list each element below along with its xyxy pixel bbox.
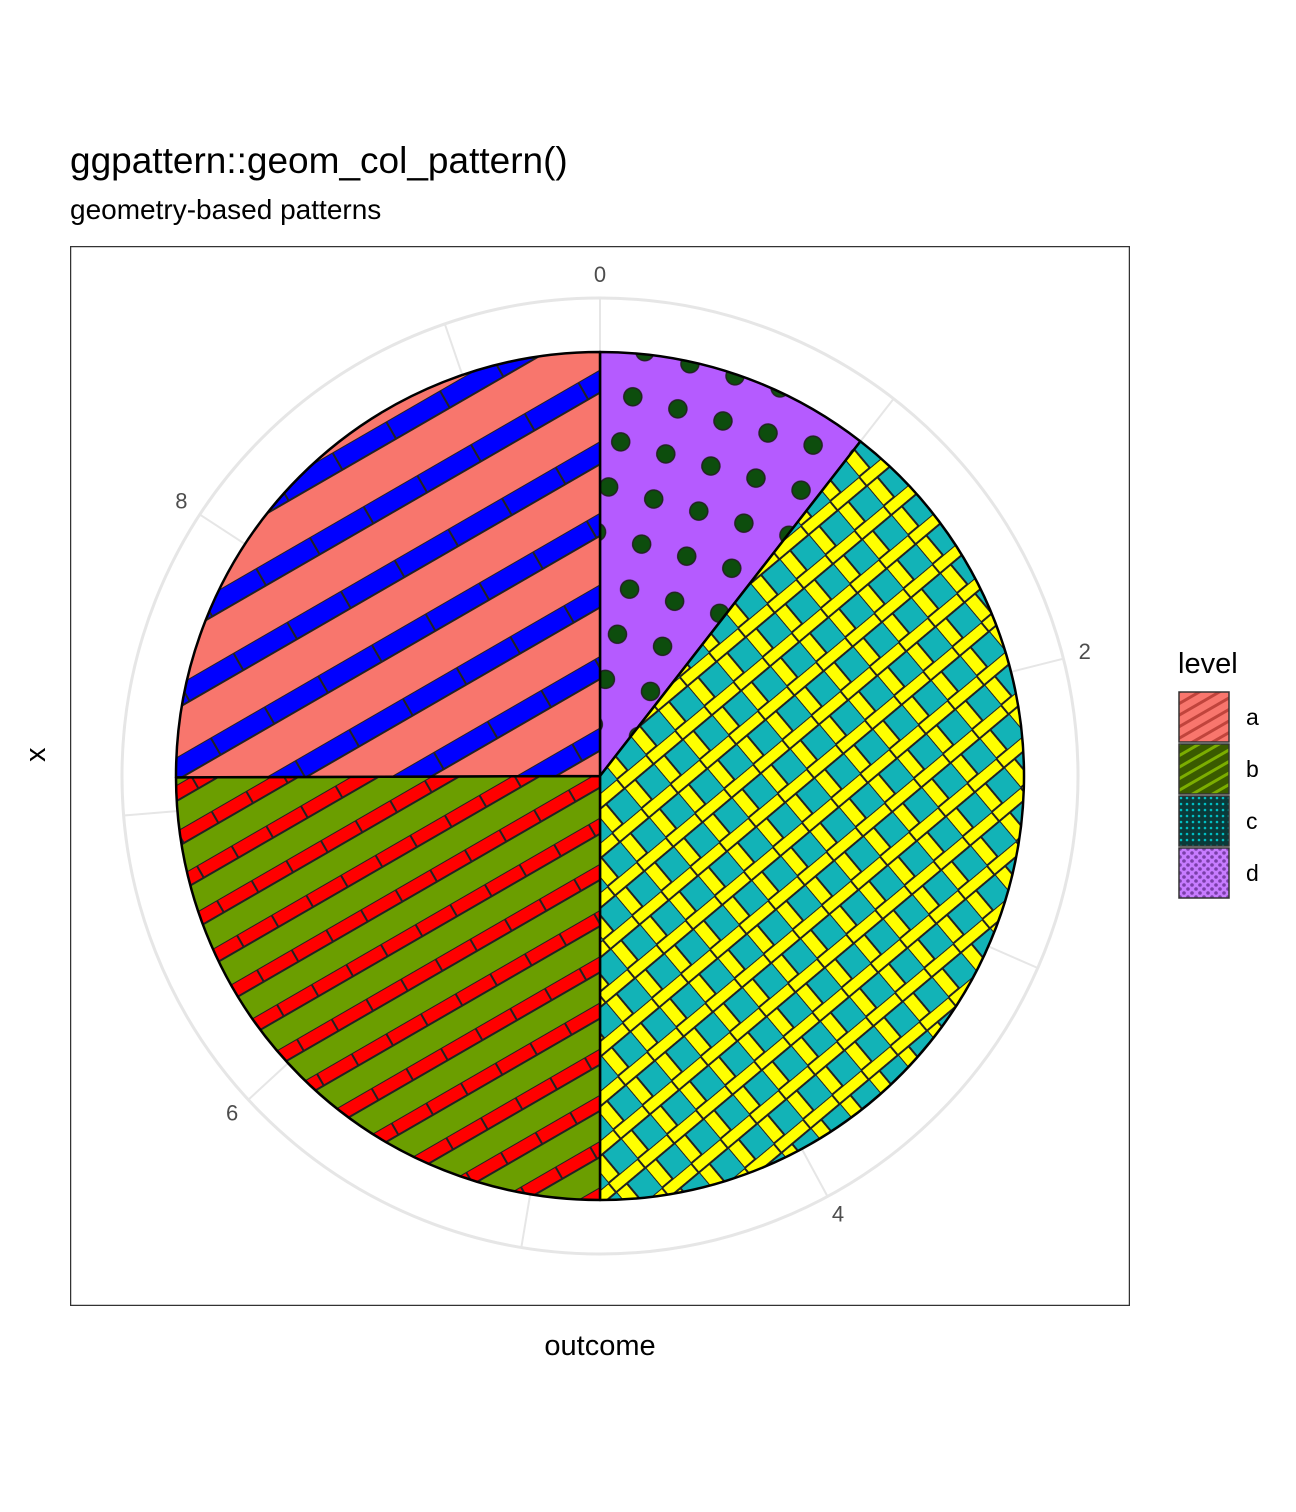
legend-key-c — [1178, 795, 1230, 847]
plot-panel: 0 2 4 6 8 — [70, 246, 1130, 1306]
legend-label-c: c — [1246, 807, 1258, 834]
legend-item-a: a — [1178, 691, 1259, 743]
theta-tick-label-6: 6 — [226, 1100, 238, 1125]
legend-key-a — [1178, 691, 1230, 743]
chart-subtitle: geometry-based patterns — [70, 194, 382, 225]
legend-item-c: c — [1178, 795, 1259, 847]
pie-slice-b — [174, 774, 602, 1202]
theta-tick-label-4: 4 — [832, 1202, 844, 1227]
legend-item-b: b — [1178, 743, 1259, 795]
legend-label-b: b — [1246, 755, 1259, 782]
pie-slice-c — [598, 440, 1026, 1202]
legend-item-d: d — [1178, 847, 1259, 899]
pie-slice-d — [598, 350, 862, 778]
theta-tick-label-0: 0 — [594, 262, 606, 287]
theta-tick-labels: 0 2 4 6 8 — [175, 262, 1091, 1227]
legend-key-d — [1178, 847, 1230, 899]
theta-tick-label-2: 2 — [1079, 639, 1091, 664]
chart-title: ggpattern::geom_col_pattern() — [70, 140, 568, 181]
legend-label-d: d — [1246, 859, 1259, 886]
theta-tick-label-8: 8 — [175, 488, 187, 513]
pie-slice-a — [174, 350, 602, 779]
legend-title: level — [1178, 648, 1238, 680]
legend-label-a: a — [1246, 703, 1259, 730]
x-axis-label: outcome — [544, 1330, 656, 1362]
legend: level a b c d — [1178, 648, 1259, 899]
pie-slices — [174, 350, 1026, 1202]
y-axis-label: x — [20, 747, 52, 763]
legend-key-b — [1178, 743, 1230, 795]
